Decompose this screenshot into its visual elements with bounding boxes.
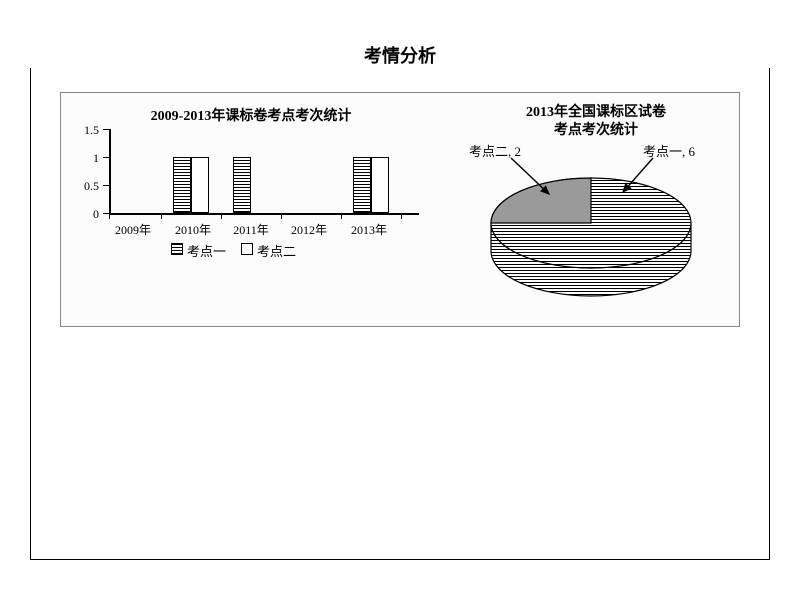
bar-2010-s2: [191, 157, 209, 213]
bar-2010-s1: [173, 157, 191, 213]
xtick-mark: [221, 213, 222, 219]
xtick-mark: [109, 213, 110, 219]
x-label-2009: 2009年: [103, 221, 163, 238]
xtick-mark: [161, 213, 162, 219]
x-label-2013: 2013年: [339, 221, 399, 238]
pie-title-line1: 2013年全国课标区试卷: [481, 101, 711, 121]
y-tick-15: 1.5: [71, 123, 99, 138]
xtick-mark: [281, 213, 282, 219]
y-tick-1: 1: [71, 151, 99, 166]
legend-label-1: 考点一: [187, 241, 226, 260]
x-label-2012: 2012年: [279, 221, 339, 238]
bar-2013-s1: [353, 157, 371, 213]
legend-label-2: 考点二: [257, 241, 296, 260]
y-axis: [109, 129, 111, 214]
legend-swatch-empty: [241, 243, 253, 255]
xtick-mark: [341, 213, 342, 219]
bar-2013-s2: [371, 157, 389, 213]
y-tick-05: 0.5: [71, 179, 99, 194]
x-label-2010: 2010年: [163, 221, 223, 238]
bar-chart-title: 2009-2013年课标卷考点考次统计: [111, 105, 391, 125]
x-label-2011: 2011年: [221, 221, 281, 238]
xtick-mark: [401, 213, 402, 219]
y-tick-0: 0: [71, 207, 99, 222]
pie-label-2: 考点二, 2: [469, 141, 521, 160]
charts-panel: 2009-2013年课标卷考点考次统计 1.5 1 0.5 0 2009年 20…: [60, 92, 740, 327]
pie-chart-svg: [451, 138, 731, 318]
pie-label-1: 考点一, 6: [643, 141, 695, 160]
page-title: 考情分析: [0, 42, 800, 68]
bar-2011-s1: [233, 157, 251, 213]
x-axis: [109, 213, 419, 215]
legend-swatch-hatch: [171, 243, 183, 255]
pie-title-line2: 考点考次统计: [481, 119, 711, 139]
